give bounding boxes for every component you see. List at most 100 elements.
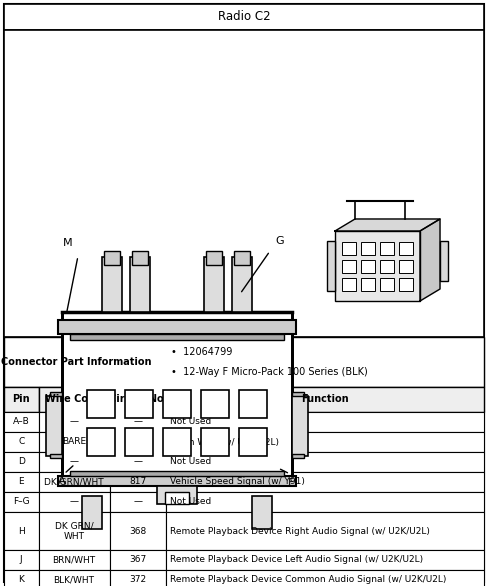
Bar: [149, 337, 484, 387]
Text: Vehicle Speed Signal (w/ Y91): Vehicle Speed Signal (w/ Y91): [170, 478, 305, 486]
Bar: [125, 428, 153, 456]
Bar: [4, 412, 39, 432]
Bar: [110, 412, 166, 432]
Bar: [380, 241, 394, 254]
Text: K: K: [19, 575, 24, 584]
Bar: [342, 260, 356, 272]
Bar: [239, 390, 267, 418]
Bar: [39, 472, 110, 492]
Text: —: —: [133, 417, 142, 427]
Bar: [39, 387, 110, 412]
Bar: [201, 390, 229, 418]
Bar: [4, 512, 39, 550]
Bar: [70, 471, 284, 476]
Bar: [234, 251, 250, 265]
Text: Connector Part Information: Connector Part Information: [1, 357, 152, 367]
Text: —: —: [133, 498, 142, 506]
Bar: [110, 432, 166, 452]
Bar: [252, 496, 272, 529]
Bar: [166, 550, 484, 570]
Bar: [166, 412, 484, 432]
Bar: [102, 257, 122, 312]
Bar: [110, 472, 166, 492]
Text: 367: 367: [129, 556, 146, 564]
Text: 372: 372: [129, 575, 146, 584]
Bar: [4, 30, 484, 337]
Bar: [39, 492, 110, 512]
Bar: [4, 570, 39, 586]
Bar: [327, 241, 335, 291]
Text: G: G: [275, 236, 284, 246]
Text: Radio C2: Radio C2: [218, 11, 270, 23]
Text: BRN/WHT: BRN/WHT: [53, 556, 96, 564]
Bar: [380, 260, 394, 272]
Bar: [166, 452, 484, 472]
Bar: [166, 432, 484, 452]
Bar: [39, 550, 110, 570]
Bar: [110, 387, 166, 412]
Text: 817: 817: [129, 478, 146, 486]
Bar: [110, 512, 166, 550]
Bar: [399, 278, 413, 291]
Bar: [335, 231, 420, 301]
Text: DK GRN/WHT: DK GRN/WHT: [44, 478, 104, 486]
Bar: [58, 320, 296, 334]
Bar: [39, 512, 110, 550]
Text: BARE: BARE: [62, 438, 86, 447]
Bar: [87, 390, 115, 418]
Bar: [232, 257, 252, 312]
Bar: [361, 278, 375, 291]
Bar: [292, 396, 308, 456]
Text: BLK/WHT: BLK/WHT: [54, 575, 95, 584]
Text: C: C: [18, 438, 24, 447]
Bar: [110, 492, 166, 512]
Bar: [110, 550, 166, 570]
Text: A–B: A–B: [13, 417, 30, 427]
Bar: [292, 392, 304, 396]
Text: Not Used: Not Used: [170, 458, 211, 466]
Text: F: F: [288, 478, 294, 488]
Bar: [239, 428, 267, 456]
Bar: [163, 390, 191, 418]
Bar: [62, 312, 292, 478]
Bar: [166, 472, 484, 492]
Polygon shape: [335, 219, 440, 231]
Bar: [132, 251, 148, 265]
Text: —: —: [133, 458, 142, 466]
Bar: [342, 278, 356, 291]
Bar: [380, 278, 394, 291]
Bar: [110, 570, 166, 586]
Text: DK GRN/
WHT: DK GRN/ WHT: [55, 522, 93, 541]
Text: M: M: [63, 238, 73, 248]
Bar: [4, 4, 484, 30]
Text: E: E: [19, 478, 24, 486]
Bar: [399, 241, 413, 254]
Bar: [39, 452, 110, 472]
Bar: [4, 432, 39, 452]
Text: Wire Color: Wire Color: [45, 394, 103, 404]
Text: Circuit No.: Circuit No.: [109, 394, 167, 404]
Text: 368: 368: [129, 526, 146, 536]
Bar: [39, 412, 110, 432]
Bar: [82, 496, 102, 529]
Bar: [4, 452, 39, 472]
Bar: [125, 390, 153, 418]
Bar: [50, 454, 62, 458]
Bar: [46, 396, 62, 456]
Bar: [361, 260, 375, 272]
Bar: [399, 260, 413, 272]
Text: H: H: [18, 526, 25, 536]
Bar: [440, 241, 448, 281]
Text: Remote Playback Device Right Audio Signal (w/ U2K/U2L): Remote Playback Device Right Audio Signa…: [170, 526, 430, 536]
Bar: [361, 241, 375, 254]
Bar: [4, 550, 39, 570]
Bar: [39, 432, 110, 452]
Bar: [204, 257, 224, 312]
Text: 1573: 1573: [126, 438, 149, 447]
Bar: [130, 257, 150, 312]
Text: D: D: [18, 458, 25, 466]
Text: Not Used: Not Used: [170, 417, 211, 427]
Bar: [157, 486, 197, 504]
Bar: [206, 251, 222, 265]
Bar: [165, 492, 189, 504]
